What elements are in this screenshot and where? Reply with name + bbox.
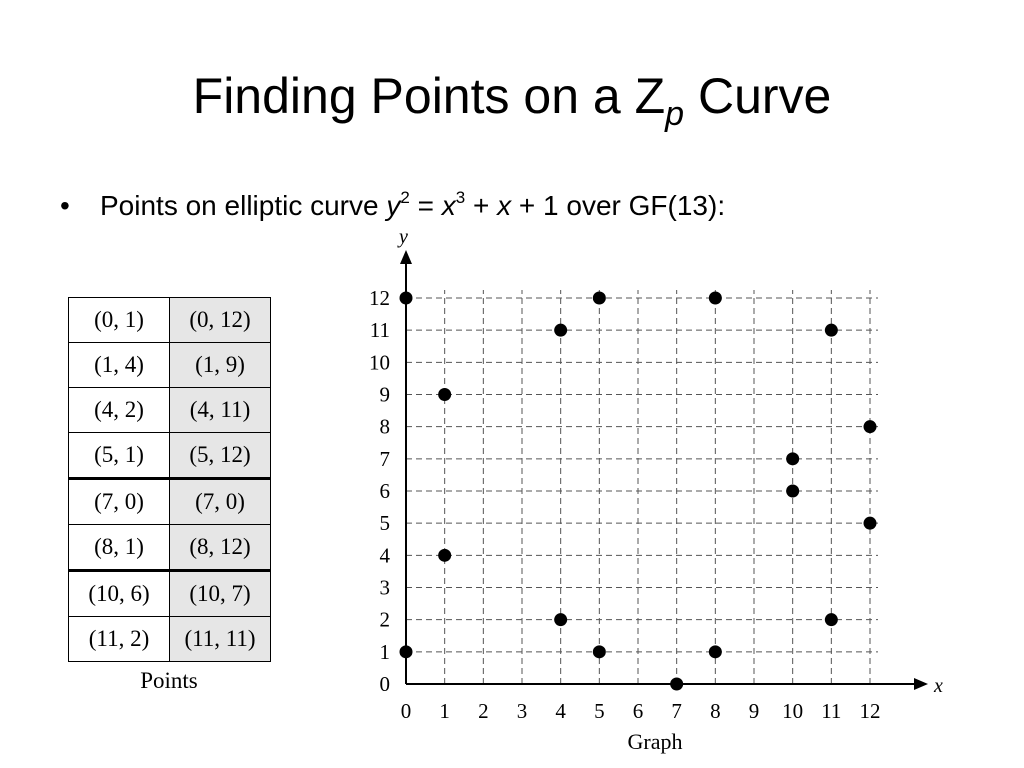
data-point <box>592 291 606 305</box>
y-tick-label: 5 <box>380 511 391 535</box>
data-point <box>438 388 452 401</box>
y-tick-label: 9 <box>380 383 391 407</box>
graph-caption: Graph <box>628 729 683 754</box>
table-row: (5, 1) (5, 12) <box>68 432 271 479</box>
negated-point-cell: (5, 12) <box>169 432 271 479</box>
negated-point-cell: (10, 7) <box>169 569 271 617</box>
data-point <box>670 677 684 691</box>
x-tick-label: 10 <box>782 699 803 723</box>
table-row: (1, 4) (1, 9) <box>68 342 271 388</box>
bullet-exp-3: 3 <box>455 188 466 207</box>
y-tick-label: 7 <box>380 447 391 471</box>
x-axis-label: x <box>933 675 943 697</box>
y-tick-label: 10 <box>369 350 390 374</box>
table-row: (11, 2) (11, 11) <box>68 616 271 662</box>
bullet-text-3: + <box>465 190 498 221</box>
bullet-text-4: + 1 over GF(13): <box>511 190 726 221</box>
negated-point-cell: (4, 11) <box>169 387 271 433</box>
bullet-dot: • <box>60 190 70 221</box>
negated-point-cell: (11, 11) <box>169 616 271 662</box>
point-cell: (8, 1) <box>68 524 170 571</box>
data-point <box>824 613 838 627</box>
x-tick-label: 1 <box>439 699 450 723</box>
x-tick-label: 0 <box>401 699 412 723</box>
data-point <box>863 420 877 434</box>
y-tick-label: 12 <box>369 286 390 310</box>
bullet-text-1: Points on elliptic curve <box>100 190 387 221</box>
data-point <box>554 613 568 627</box>
data-point <box>438 548 452 562</box>
slide-title: Finding Points on a Zp Curve <box>0 66 1024 144</box>
x-axis-arrow <box>914 678 928 690</box>
point-cell: (11, 2) <box>68 616 170 662</box>
x-tick-label: 2 <box>478 699 489 723</box>
bullet-var-y: y <box>386 190 401 221</box>
y-tick-label: 11 <box>370 318 390 342</box>
bullet-text-2: = <box>409 190 442 221</box>
x-tick-label: 6 <box>633 699 644 723</box>
x-tick-label: 11 <box>821 699 841 723</box>
x-tick-label: 5 <box>594 699 605 723</box>
bullet-var-x2: x <box>497 190 512 221</box>
negated-point-cell: (0, 12) <box>169 297 271 343</box>
y-tick-label: 2 <box>380 608 391 632</box>
table-row: (7, 0) (7, 0) <box>68 477 271 525</box>
x-tick-label: 7 <box>671 699 682 723</box>
data-point <box>708 291 722 305</box>
point-cell: (4, 2) <box>68 387 170 433</box>
point-cell: (7, 0) <box>68 477 170 525</box>
data-point <box>399 291 413 305</box>
data-point <box>554 323 568 337</box>
x-tick-label: 9 <box>749 699 760 723</box>
bullet-var-x1: x <box>441 190 456 221</box>
y-tick-label: 3 <box>380 576 391 600</box>
data-point <box>786 452 800 466</box>
x-tick-label: 12 <box>860 699 881 723</box>
data-point <box>863 516 877 530</box>
table-row: (4, 2) (4, 11) <box>68 387 271 433</box>
negated-point-cell: (1, 9) <box>169 342 271 388</box>
y-tick-label: 4 <box>380 543 391 567</box>
x-tick-label: 4 <box>555 699 566 723</box>
y-tick-label: 1 <box>380 640 391 664</box>
title-main: Finding Points on a Z <box>192 68 666 124</box>
x-tick-label: 8 <box>710 699 721 723</box>
bullet-exp-2: 2 <box>400 188 410 207</box>
y-axis-arrow <box>400 250 412 264</box>
y-axis-label: y <box>397 226 408 248</box>
x-tick-label: 3 <box>517 699 528 723</box>
data-point <box>592 645 606 659</box>
negated-point-cell: (7, 0) <box>169 477 271 525</box>
point-cell: (1, 4) <box>68 342 170 388</box>
data-point <box>786 484 800 498</box>
y-tick-label: 0 <box>380 672 391 696</box>
data-point <box>399 645 413 659</box>
table-row: (10, 6) (10, 7) <box>68 569 271 617</box>
y-tick-label: 8 <box>380 415 391 439</box>
title-subscript: p <box>665 95 685 133</box>
data-point <box>708 645 722 659</box>
y-tick-label: 6 <box>380 479 391 503</box>
point-cell: (0, 1) <box>68 297 170 343</box>
points-table: (0, 1) (0, 12) (1, 4) (1, 9) (4, 2) (4, 11)… <box>68 297 271 662</box>
title-end: Curve <box>684 68 832 124</box>
data-point <box>824 323 838 337</box>
table-row: (0, 1) (0, 12) <box>68 297 271 343</box>
bullet-point: • Points on elliptic curve y2 = x3 + x + … <box>60 188 725 224</box>
point-cell: (10, 6) <box>68 569 170 617</box>
table-caption: Points <box>140 668 198 693</box>
